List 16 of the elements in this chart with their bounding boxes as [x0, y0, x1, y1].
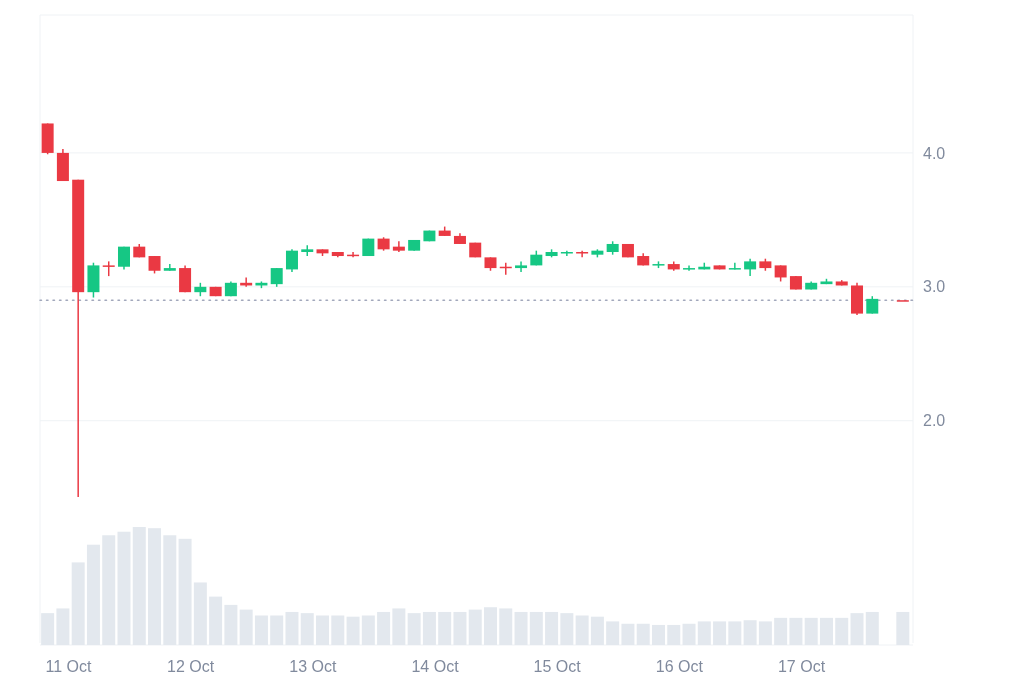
y-tick-label: 4.0 — [923, 144, 946, 162]
x-tick-label: 15 Oct — [533, 658, 582, 676]
candlestick — [683, 264, 696, 272]
y-tick-label: 3.0 — [923, 278, 946, 296]
candlestick — [728, 261, 741, 271]
x-tick-label: 14 Oct — [411, 658, 460, 676]
y-tick-label: 2.0 — [923, 412, 946, 430]
x-tick-label: 17 Oct — [777, 658, 826, 676]
x-tick-label: 16 Oct — [655, 658, 704, 676]
candlestick — [301, 244, 314, 257]
candlestick — [285, 248, 298, 273]
x-tick-label: 11 Oct — [45, 658, 93, 676]
x-tick-label: 12 Oct — [167, 658, 215, 676]
x-tick-label: 13 Oct — [289, 658, 337, 676]
candlestick — [270, 267, 283, 288]
candlestick — [515, 260, 528, 273]
